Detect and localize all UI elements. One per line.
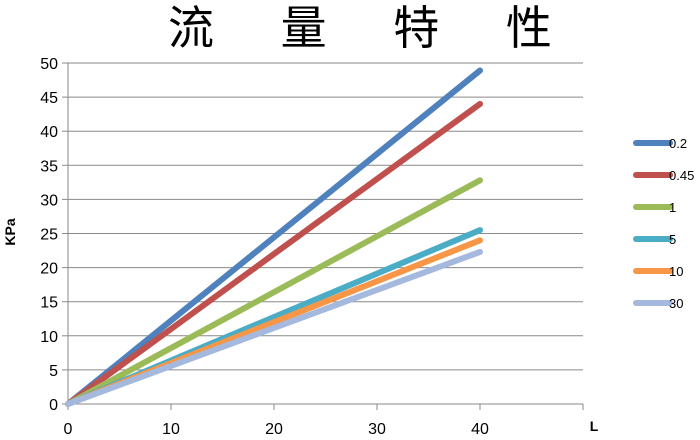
x-tick-label: 30 bbox=[368, 421, 386, 438]
legend-label: 10 bbox=[669, 264, 683, 279]
legend-label: 0.2 bbox=[669, 136, 687, 151]
y-tick-label: 10 bbox=[40, 329, 58, 346]
y-tick-label: 45 bbox=[40, 90, 58, 107]
y-tick-labels: 0 5 10 15 20 25 30 35 40 45 50 bbox=[40, 56, 58, 414]
axes bbox=[62, 62, 584, 410]
y-tick-label: 25 bbox=[40, 227, 58, 244]
y-tick-label: 40 bbox=[40, 124, 58, 141]
x-axis-label: L bbox=[590, 418, 599, 434]
x-tick-label: 0 bbox=[64, 421, 73, 438]
legend-label: 0.45 bbox=[669, 168, 694, 183]
x-tick-label: 10 bbox=[162, 421, 180, 438]
legend: 0.2 0.45 1 5 10 30 bbox=[633, 136, 694, 311]
series-line-1 bbox=[65, 100, 483, 407]
legend-label: 5 bbox=[669, 232, 676, 247]
y-tick-label: 30 bbox=[40, 192, 58, 209]
y-tick-label: 5 bbox=[49, 363, 58, 380]
chart-title: 流 量 特 性 bbox=[168, 1, 578, 55]
x-tick-label: 40 bbox=[471, 421, 489, 438]
y-axis-label: KPa bbox=[2, 218, 18, 245]
y-tick-label: 35 bbox=[40, 158, 58, 175]
legend-label: 1 bbox=[669, 200, 676, 215]
legend-label: 30 bbox=[669, 296, 683, 311]
y-tick-label: 15 bbox=[40, 295, 58, 312]
series-line-5 bbox=[65, 248, 483, 407]
series-line-2 bbox=[65, 177, 483, 407]
y-tick-label: 0 bbox=[49, 397, 58, 414]
series-line-0 bbox=[65, 67, 483, 407]
x-tick-label: 20 bbox=[265, 421, 283, 438]
y-tick-label: 50 bbox=[40, 56, 58, 73]
x-tick-labels: 0 10 20 30 40 bbox=[64, 421, 489, 438]
series-lines bbox=[65, 67, 483, 407]
y-tick-label: 20 bbox=[40, 261, 58, 278]
